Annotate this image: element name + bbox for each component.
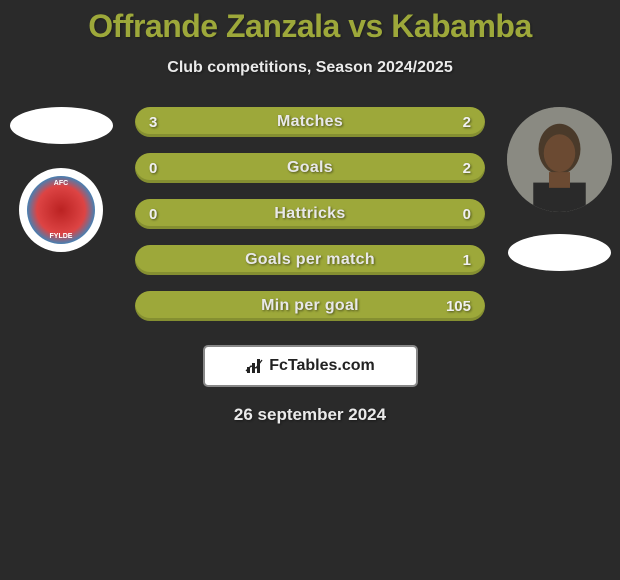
stat-label: Matches — [277, 113, 343, 131]
stat-row: Min per goal 105 — [135, 291, 485, 321]
stat-row: Goals per match 1 — [135, 245, 485, 275]
stat-label: Goals — [287, 159, 333, 177]
stat-row: 0 Hattricks 0 — [135, 199, 485, 229]
stat-right-value: 0 — [463, 206, 471, 223]
left-player-column: AFC FYLDE — [6, 107, 116, 252]
stat-right-value: 2 — [463, 160, 471, 177]
stat-row: 3 Matches 2 — [135, 107, 485, 137]
left-club-badge: AFC FYLDE — [19, 168, 103, 252]
stat-right-value: 1 — [463, 252, 471, 269]
bar-chart-icon — [245, 357, 265, 375]
page-title: Offrande Zanzala vs Kabamba — [0, 0, 620, 45]
club-badge-bottom-text: FYLDE — [50, 233, 73, 240]
stats-area: AFC FYLDE 3 Matches 2 — [0, 107, 620, 321]
stat-label: Min per goal — [261, 297, 359, 315]
stat-right-value: 2 — [463, 114, 471, 131]
right-player-column — [504, 107, 614, 271]
brand-logo-box[interactable]: FcTables.com — [203, 345, 418, 387]
subtitle: Club competitions, Season 2024/2025 — [0, 59, 620, 77]
right-club-badge-placeholder — [508, 234, 611, 271]
left-player-avatar-placeholder — [10, 107, 113, 144]
date-text: 26 september 2024 — [0, 405, 620, 425]
stat-right-value: 105 — [446, 298, 471, 315]
stat-label: Hattricks — [274, 205, 345, 223]
stat-row: 0 Goals 2 — [135, 153, 485, 183]
right-player-avatar — [507, 107, 612, 212]
stat-left-value: 3 — [149, 114, 157, 131]
stat-label: Goals per match — [245, 251, 375, 269]
club-badge-top-text: AFC — [54, 180, 68, 187]
stats-bars: 3 Matches 2 0 Goals 2 0 Hattricks 0 Goal… — [135, 107, 485, 321]
stat-left-value: 0 — [149, 206, 157, 223]
brand-text: FcTables.com — [269, 357, 375, 375]
stat-left-value: 0 — [149, 160, 157, 177]
